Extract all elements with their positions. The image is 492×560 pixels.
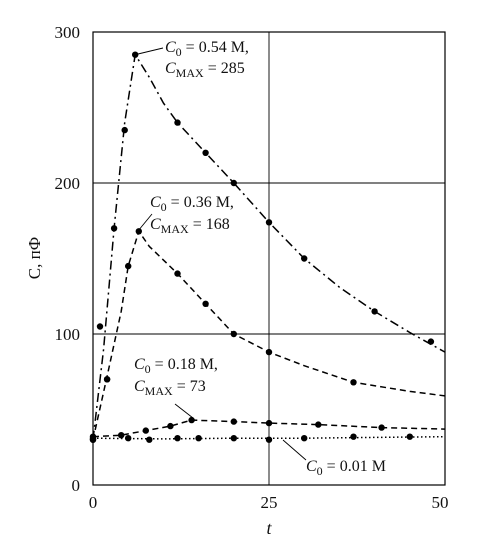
- data-point-1-7: [265, 348, 273, 356]
- ann-054-cmax-sub: MAX: [176, 66, 204, 80]
- ann-018-cmax-symbol: C: [134, 378, 145, 395]
- data-point-1-8: [350, 379, 357, 386]
- ann-001-c0-rest: = 0.01 М: [323, 458, 386, 475]
- ann-018-c0-rest: = 0.18 М,: [151, 356, 218, 373]
- data-point-3-6: [265, 436, 273, 443]
- data-point-1-5: [202, 300, 209, 307]
- ann-036-c0-sub: 0: [161, 200, 167, 214]
- data-point-3-5: [230, 435, 237, 442]
- x-tick-label-50: 50: [432, 493, 449, 512]
- annotation-leaders: [137, 47, 307, 461]
- data-point-0-9: [265, 219, 273, 226]
- x-tick-label-25: 25: [261, 493, 278, 512]
- ann-018-cmax-sub: MAX: [145, 384, 173, 398]
- data-point-0-6: [174, 119, 181, 126]
- data-point-3-7: [301, 435, 308, 442]
- data-point-3-1: [125, 435, 132, 442]
- ann-018-cmax-rest: = 73: [173, 378, 206, 395]
- data-point-1-4: [174, 270, 181, 277]
- annotation-054-c0: C0 = 0.54 М,: [165, 39, 249, 59]
- data-point-0-8: [230, 179, 237, 187]
- series-line-1: [92, 230, 446, 440]
- ann-036-cmax-sub: MAX: [161, 222, 189, 236]
- gridlines: [93, 32, 445, 485]
- ann-054-cmax-symbol: C: [165, 60, 176, 77]
- data-point-3-8: [350, 433, 357, 440]
- y-axis-title: C, пФ: [25, 237, 44, 279]
- data-point-2-7: [315, 421, 322, 428]
- ann-001-c0-symbol: C: [306, 458, 317, 475]
- data-point-2-1: [118, 432, 125, 439]
- x-tick-label-0: 0: [89, 493, 98, 512]
- y-tick-label-100: 100: [55, 325, 81, 344]
- series-line-0: [92, 53, 446, 440]
- data-point-3-2: [146, 436, 153, 443]
- ann-018-c0-sub: 0: [145, 362, 151, 376]
- data-point-2-6: [265, 419, 273, 427]
- data-point-0-5: [132, 51, 139, 58]
- data-point-1-2: [125, 262, 132, 270]
- data-point-1-1: [103, 376, 111, 383]
- annotation-001-c0: C0 = 0.01 М: [306, 458, 386, 478]
- data-point-0-1: [96, 323, 104, 330]
- data-point-0-12: [427, 338, 435, 345]
- y-tick-label-200: 200: [55, 174, 81, 193]
- data-point-3-9: [406, 433, 413, 440]
- data-point-3-3: [174, 435, 181, 442]
- annotation-018-cmax: CMAX = 73: [134, 378, 206, 398]
- data-point-2-4: [188, 416, 195, 424]
- data-point-2-8: [378, 424, 385, 431]
- leader-018: [174, 403, 194, 419]
- data-point-0-3: [110, 225, 118, 232]
- annotation-018-c0: C0 = 0.18 М,: [134, 356, 218, 376]
- annotation-054-cmax: CMAX = 285: [165, 60, 245, 80]
- ann-054-c0-rest: = 0.54 М,: [182, 39, 249, 56]
- data-point-0-11: [371, 308, 378, 315]
- data-point-0-7: [202, 149, 209, 156]
- ann-036-c0-rest: = 0.36 М,: [167, 194, 234, 211]
- ann-054-cmax-rest: = 285: [204, 60, 245, 77]
- series-markers: [89, 51, 435, 443]
- ann-036-cmax-symbol: C: [150, 216, 161, 233]
- y-tick-label-0: 0: [72, 476, 81, 495]
- data-point-2-5: [230, 418, 237, 425]
- data-point-3-0: [89, 435, 97, 442]
- annotation-036-c0: C0 = 0.36 М,: [150, 194, 234, 214]
- x-axis-title: t: [266, 518, 272, 538]
- data-point-1-6: [230, 330, 237, 338]
- ann-018-c0-symbol: C: [134, 356, 145, 373]
- data-point-3-4: [195, 435, 202, 442]
- leader-054: [137, 47, 164, 55]
- data-point-0-10: [301, 255, 308, 262]
- ann-054-c0-symbol: C: [165, 39, 176, 56]
- ann-001-c0-sub: 0: [317, 464, 323, 478]
- y-tick-label-300: 300: [55, 23, 81, 42]
- annotation-036-cmax: CMAX = 168: [150, 216, 230, 236]
- leader-001: [282, 439, 307, 461]
- ann-036-c0-symbol: C: [150, 194, 161, 211]
- data-point-0-4: [121, 126, 128, 134]
- ann-054-c0-sub: 0: [176, 45, 182, 59]
- data-point-2-3: [167, 422, 174, 430]
- series-line-2: [92, 419, 446, 438]
- data-point-2-2: [142, 427, 149, 434]
- data-point-1-3: [135, 228, 142, 235]
- leader-036: [137, 213, 153, 232]
- ann-036-cmax-rest: = 168: [189, 216, 230, 233]
